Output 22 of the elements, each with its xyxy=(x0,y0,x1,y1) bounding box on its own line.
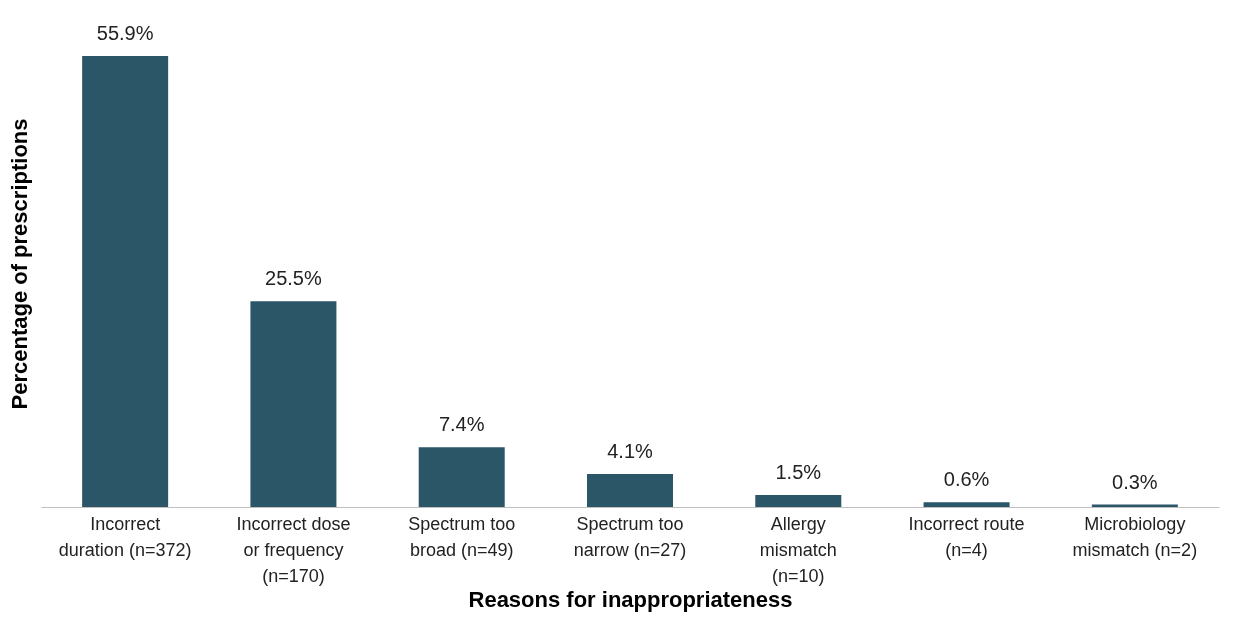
x-tick-label: Microbiology mismatch (n=2) xyxy=(1072,513,1198,560)
bar xyxy=(82,56,169,507)
bar xyxy=(587,473,673,507)
data-label: 55.9% xyxy=(96,22,154,45)
data-label: 0.3% xyxy=(1112,470,1158,493)
data-label: 1.5% xyxy=(775,460,822,483)
y-axis-title: Percentage of prescriptions xyxy=(6,118,32,410)
bar xyxy=(755,494,842,507)
data-label: 7.4% xyxy=(438,413,485,436)
x-tick-label: Incorrect duration (n=372) xyxy=(58,513,192,560)
bar xyxy=(250,301,337,507)
x-tick-label: Allergy mismatch (n=10) xyxy=(759,513,837,586)
x-tick-label: Spectrum too narrow (n=27) xyxy=(573,513,687,560)
bar xyxy=(923,502,1010,507)
data-label: 0.6% xyxy=(943,468,990,491)
bar xyxy=(418,447,505,507)
x-tick-label: Spectrum too broad (n=49) xyxy=(408,513,516,560)
data-label: 25.5% xyxy=(265,267,322,290)
x-tick-label: Incorrect route (n=4) xyxy=(908,513,1025,560)
x-tick-label: Incorrect dose or frequency (n=170) xyxy=(236,513,351,586)
data-label: 4.1% xyxy=(607,439,654,462)
x-axis-title: Reasons for inappropriateness xyxy=(468,586,793,612)
